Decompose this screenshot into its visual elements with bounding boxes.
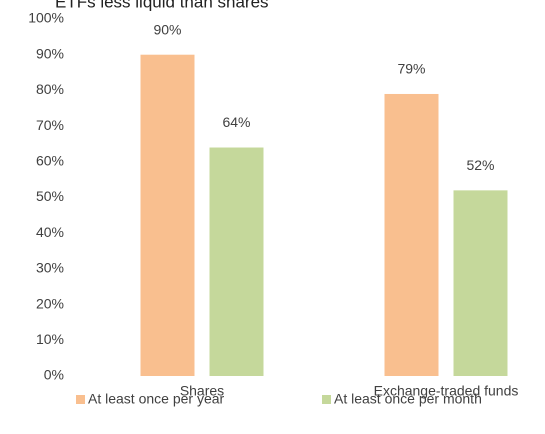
data-label: 64% xyxy=(222,114,250,130)
y-tick-label: 10% xyxy=(36,331,64,347)
data-label: 90% xyxy=(153,21,181,37)
x-tick-label: Shares xyxy=(180,383,224,399)
x-tick-label: Exchange-traded funds xyxy=(374,383,519,399)
data-label: 52% xyxy=(466,157,494,173)
data-label: 79% xyxy=(397,61,425,77)
y-tick-label: 0% xyxy=(44,367,64,383)
chart-title: ETFs less liquid than shares xyxy=(55,0,269,11)
y-tick-label: 20% xyxy=(36,295,64,311)
legend-swatch xyxy=(322,395,331,404)
y-tick-label: 90% xyxy=(36,45,64,61)
y-tick-label: 30% xyxy=(36,260,64,276)
bar xyxy=(140,54,195,376)
y-tick-label: 50% xyxy=(36,188,64,204)
legend-label: At least once per month xyxy=(334,391,482,407)
bar xyxy=(453,190,508,376)
y-tick-label: 60% xyxy=(36,153,64,169)
bar xyxy=(384,93,439,376)
legend-swatch xyxy=(76,395,85,404)
y-tick-label: 80% xyxy=(36,81,64,97)
bar xyxy=(209,147,264,376)
legend-label: At least once per year xyxy=(88,391,225,407)
y-tick-label: 100% xyxy=(28,10,64,26)
y-tick-label: 70% xyxy=(36,117,64,133)
y-tick-label: 40% xyxy=(36,224,64,240)
